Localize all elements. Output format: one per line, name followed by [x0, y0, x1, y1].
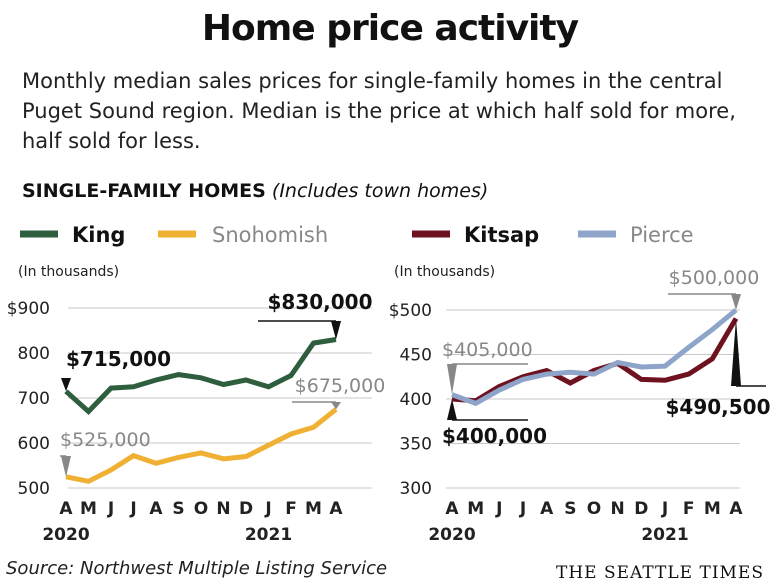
x-tick-label: F — [285, 499, 297, 519]
data-label: $715,000 — [66, 347, 171, 371]
chart-subtitle: Monthly median sales prices for single-f… — [22, 69, 736, 153]
legend-label-pierce: Pierce — [630, 223, 694, 247]
legend-label-king: King — [72, 223, 125, 247]
x-tick-label: J — [661, 499, 668, 519]
x-tick-label: J — [495, 499, 502, 519]
data-label: $830,000 — [267, 290, 372, 314]
annotation-pointer — [331, 321, 341, 340]
y-tick-label: 300 — [400, 479, 432, 499]
x-tick-label: A — [149, 499, 163, 519]
year-label: 2021 — [245, 525, 292, 545]
brand-logo: THE SEATTLE TIMES — [556, 563, 764, 583]
y-tick-label: $500 — [389, 301, 432, 321]
x-tick-label: M — [305, 499, 322, 519]
data-label: $405,000 — [442, 339, 533, 361]
annotation-pointer — [447, 399, 457, 420]
x-tick-label: D — [239, 499, 253, 519]
x-tick-label: A — [540, 499, 554, 519]
y-tick-label: $900 — [7, 299, 50, 319]
y-tick-label: 700 — [18, 389, 50, 409]
annotation-pointer — [61, 456, 71, 477]
x-tick-label: A — [59, 499, 73, 519]
legend-label-kitsap: Kitsap — [464, 223, 539, 247]
x-tick-label: O — [194, 499, 208, 519]
x-tick-label: A — [329, 499, 343, 519]
section-label: SINGLE-FAMILY HOMES (Includes town homes… — [22, 180, 488, 202]
x-tick-label: J — [264, 499, 271, 519]
x-tick-label: J — [107, 499, 114, 519]
y-tick-label: 800 — [18, 344, 50, 364]
page-title: Home price activity — [201, 8, 579, 49]
series-line-kitsap — [451, 317, 739, 404]
x-tick-label: M — [467, 499, 484, 519]
annotation-pointer — [447, 364, 457, 395]
x-tick-label: N — [216, 499, 230, 519]
x-tick-label: D — [634, 499, 648, 519]
legend-label-snohomish: Snohomish — [212, 223, 328, 247]
y-tick-label: 350 — [400, 435, 432, 455]
y-tick-label: 450 — [400, 346, 432, 366]
y-tick-label: 400 — [400, 390, 432, 410]
x-tick-label: S — [564, 499, 576, 519]
data-label: $675,000 — [295, 375, 386, 397]
x-tick-label: A — [445, 499, 459, 519]
year-label: 2020 — [42, 525, 89, 545]
section-title: SINGLE-FAMILY HOMES — [22, 180, 266, 202]
x-tick-label: M — [704, 499, 721, 519]
data-label: $490,500 — [665, 395, 770, 419]
annotation-pointer — [731, 294, 741, 310]
x-tick-label: S — [172, 499, 184, 519]
year-label: 2020 — [428, 525, 475, 545]
x-tick-label: A — [729, 499, 743, 519]
annotation-pointer — [331, 402, 341, 410]
source-note: Source: Northwest Multiple Listing Servi… — [6, 558, 388, 579]
x-tick-label: J — [519, 499, 526, 519]
series-line-king — [64, 337, 337, 415]
annotation-pointer — [731, 318, 741, 386]
x-tick-label: F — [683, 499, 695, 519]
unit-label: (In thousands) — [18, 264, 119, 280]
x-tick-label: J — [129, 499, 136, 519]
data-label: $525,000 — [60, 429, 151, 451]
x-tick-label: N — [611, 499, 625, 519]
y-tick-label: 600 — [18, 434, 50, 454]
x-tick-label: M — [80, 499, 97, 519]
data-label: $400,000 — [442, 424, 547, 448]
annotation-pointer — [61, 378, 71, 392]
x-tick-label: O — [587, 499, 601, 519]
unit-label: (In thousands) — [394, 264, 495, 280]
y-tick-label: 500 — [18, 479, 50, 499]
series-line-pierce — [451, 308, 738, 407]
section-note: (Includes town homes) — [271, 180, 489, 202]
year-label: 2021 — [641, 525, 688, 545]
data-label: $500,000 — [669, 267, 760, 289]
series-line-snohomish — [65, 407, 338, 484]
